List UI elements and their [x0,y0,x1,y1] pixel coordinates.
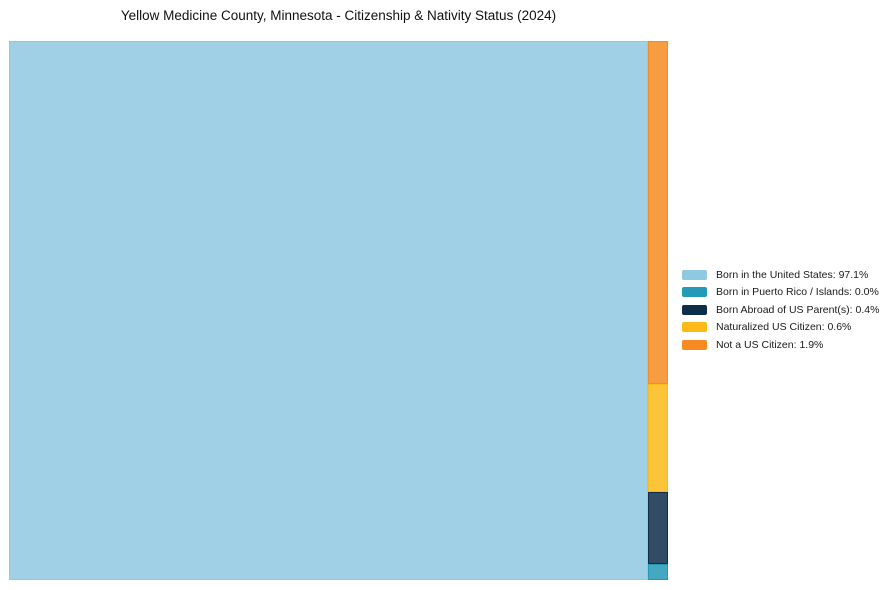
treemap-rect-born-in-the-united-states [9,41,648,580]
legend-item-not-a-us-citizen: Not a US Citizen: 1.9% [682,336,879,354]
legend-label: Born in Puerto Rico / Islands: 0.0% [716,286,879,299]
treemap [9,41,668,580]
legend-item-born-abroad-of-us-parent-s: Born Abroad of US Parent(s): 0.4% [682,301,879,319]
legend-item-naturalized-us-citizen: Naturalized US Citizen: 0.6% [682,319,879,337]
treemap-rect-born-abroad-of-us-parent-s [648,491,668,564]
legend-swatch [682,322,707,333]
legend-swatch [682,304,707,315]
treemap-rect-born-in-puerto-rico-islands [648,563,668,580]
legend-swatch [682,287,707,298]
legend-label: Not a US Citizen: 1.9% [716,338,824,351]
treemap-rect-not-a-us-citizen [648,41,668,384]
legend-item-born-in-the-united-states: Born in the United States: 97.1% [682,266,879,284]
treemap-strip [648,41,668,580]
legend-label: Born in the United States: 97.1% [716,268,869,281]
legend-label: Born Abroad of US Parent(s): 0.4% [716,303,880,316]
legend-swatch [682,269,707,280]
legend-swatch [682,339,707,350]
treemap-rect-naturalized-us-citizen [648,383,668,492]
legend-item-born-in-puerto-rico-islands: Born in Puerto Rico / Islands: 0.0% [682,284,879,302]
legend-label: Naturalized US Citizen: 0.6% [716,321,852,334]
chart-title: Yellow Medicine County, Minnesota - Citi… [120,8,557,23]
legend: Born in the United States: 97.1% Born in … [682,266,879,354]
